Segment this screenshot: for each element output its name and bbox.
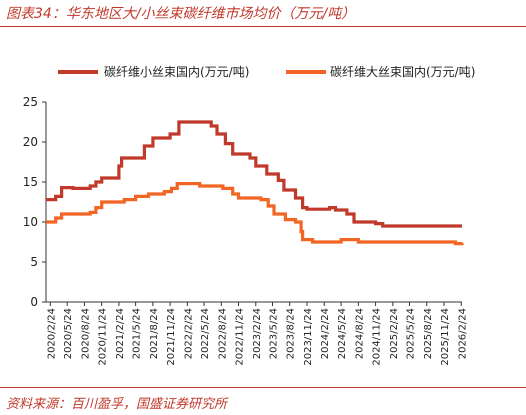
x-tick-label: 2023/8/24 <box>286 308 297 359</box>
x-tick-label: 2022/11/24 <box>235 308 246 366</box>
series-line-large-tow <box>46 182 464 246</box>
x-tick-label: 2023/2/24 <box>252 308 263 359</box>
x-tick-label: 2020/11/24 <box>98 308 109 366</box>
x-axis-ticks: 2020/2/24 2020/5/24 2020/8/24 2020/11/24 202… <box>46 302 468 366</box>
y-tick-label: 20 <box>23 135 38 149</box>
legend-label-small-tow: 碳纤维小丝束国内(万元/吨) <box>104 65 249 79</box>
x-tick-label: 2025/2/24 <box>389 308 400 359</box>
y-tick-label: 25 <box>23 95 38 109</box>
legend: 碳纤维小丝束国内(万元/吨) 碳纤维大丝束国内(万元/吨) <box>58 65 475 79</box>
x-tick-label: 2026/2/24 <box>457 308 468 359</box>
source-divider <box>0 387 526 388</box>
legend-label-large-tow: 碳纤维大丝束国内(万元/吨) <box>330 65 475 79</box>
x-tick-label: 2023/11/24 <box>303 308 314 366</box>
chart-title: 图表34：华东地区大/小丝束碳纤维市场均价（万元/吨） <box>6 6 356 22</box>
y-axis-ticks: 0 5 10 15 20 25 <box>23 95 46 309</box>
series-group <box>46 120 464 246</box>
x-tick-label: 2021/5/24 <box>132 308 143 359</box>
x-tick-label: 2025/5/24 <box>406 308 417 359</box>
x-tick-label: 2022/8/24 <box>217 308 228 359</box>
x-tick-label: 2024/11/24 <box>372 308 383 366</box>
y-tick-label: 10 <box>23 215 38 229</box>
x-tick-label: 2022/5/24 <box>200 308 211 359</box>
series-line-small-tow <box>46 120 462 228</box>
x-tick-label: 2025/8/24 <box>423 308 434 359</box>
y-tick-label: 15 <box>23 175 38 189</box>
y-tick-label: 0 <box>30 295 38 309</box>
x-tick-label: 2024/5/24 <box>337 308 348 359</box>
x-tick-label: 2022/2/24 <box>183 308 194 359</box>
x-tick-label: 2021/2/24 <box>115 308 126 359</box>
x-tick-label: 2025/11/24 <box>440 308 451 366</box>
x-tick-label: 2020/8/24 <box>80 308 91 359</box>
x-tick-label: 2020/2/24 <box>46 308 57 359</box>
title-divider <box>0 26 526 27</box>
line-chart: 碳纤维小丝束国内(万元/吨) 碳纤维大丝束国内(万元/吨) 0510152025… <box>23 65 476 366</box>
x-tick-label: 2021/8/24 <box>149 308 160 359</box>
x-tick-label: 2024/8/24 <box>354 308 365 359</box>
x-tick-label: 2024/2/24 <box>320 308 331 359</box>
x-tick-label: 2020/5/24 <box>63 308 74 359</box>
x-tick-label: 2023/5/24 <box>268 308 279 359</box>
source-note: 资料来源：百川盈孚，国盛证券研究所 <box>6 397 228 412</box>
y-tick-label: 5 <box>30 255 38 269</box>
x-tick-label: 2021/11/24 <box>166 308 177 366</box>
